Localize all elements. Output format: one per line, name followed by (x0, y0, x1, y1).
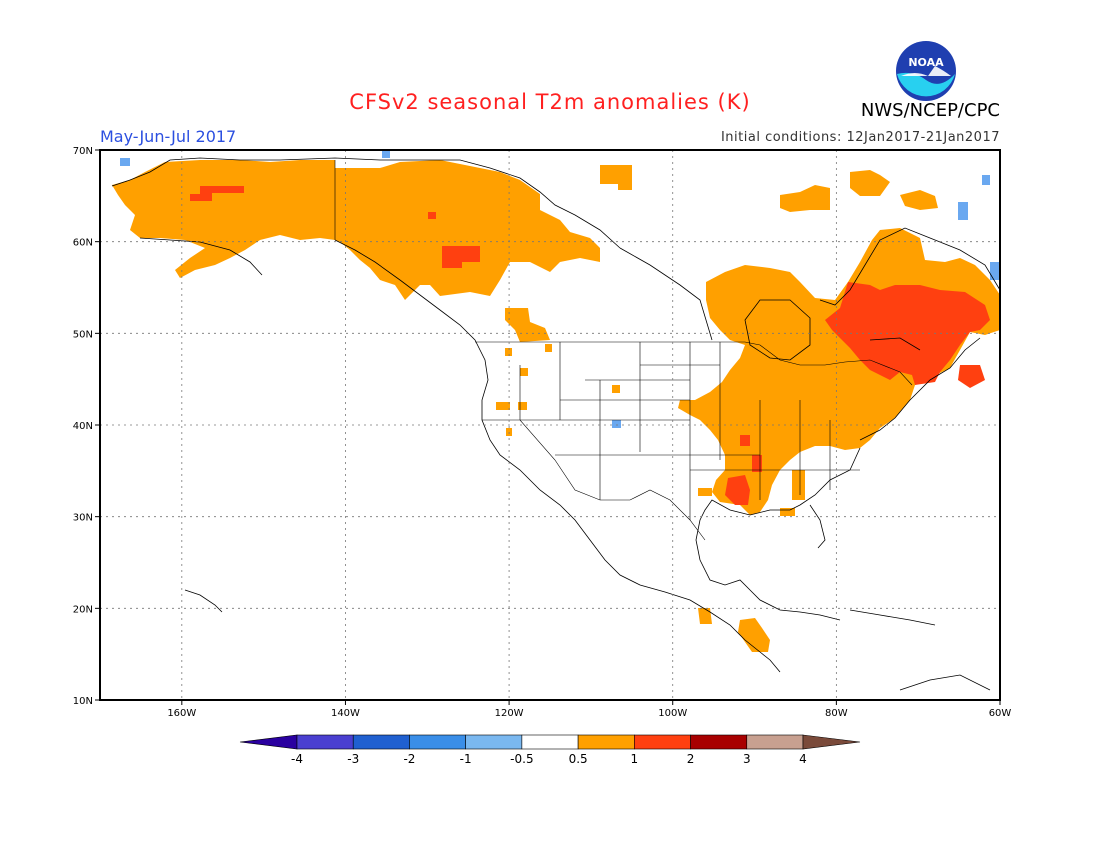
anomaly-region-bc-red (442, 246, 480, 268)
coastlines (111, 157, 1001, 691)
lon-tick-label: 100W (658, 708, 687, 719)
lat-tick-label: 10N (73, 696, 93, 707)
colorbar-label: 1 (631, 752, 639, 766)
anomaly-region-gulf-red (725, 475, 750, 505)
colorbar-label: -0.5 (510, 752, 533, 766)
colorbar-label: -3 (347, 752, 359, 766)
anomaly-region-yukon-red (428, 212, 436, 219)
forecast-period: May-Jun-Jul 2017 (100, 127, 237, 146)
axis-labels: 70N 60N 50N 40N 30N 20N 10N 160W 140W 120W 100W 80W… (73, 146, 1012, 719)
anomaly-region-maritimes-red (958, 365, 985, 388)
colorbar-box (521, 734, 579, 750)
colorbar-label: -2 (403, 752, 415, 766)
anomaly-region-central-america (738, 618, 770, 652)
anomaly-region-arctic-islands (600, 165, 632, 190)
colorbar-label: 4 (799, 752, 807, 766)
colorbar-box (746, 734, 804, 750)
anomaly-region-nw-canada (335, 160, 600, 300)
lon-tick-label: 60W (989, 708, 1012, 719)
lat-tick-label: 40N (73, 421, 93, 432)
lat-tick-label: 20N (73, 604, 93, 615)
colorbar: -4 -3 -2 -1 -0.5 0.5 1 2 3 4 (239, 734, 861, 766)
anomaly-region-alaska-red (190, 186, 244, 201)
colorbar-label: -1 (460, 752, 472, 766)
agency-label: NWS/NCEP/CPC (860, 100, 1000, 121)
anomaly-region-negative (612, 420, 621, 428)
colorbar-box (296, 734, 354, 750)
colorbar-label: 0.5 (569, 752, 588, 766)
chart-title: CFSv2 seasonal T2m anomalies (K) (349, 90, 751, 114)
anomaly-region-alaska (112, 160, 335, 278)
colorbar-label: -4 (291, 752, 303, 766)
lat-lon-grid (100, 150, 1000, 700)
colorbar-box (634, 734, 691, 750)
colorbar-box (465, 734, 523, 750)
lon-tick-label: 160W (167, 708, 196, 719)
lon-tick-label: 120W (495, 708, 524, 719)
lat-tick-label: 50N (73, 329, 93, 340)
initial-conditions: Initial conditions: 12Jan2017-21Jan2017 (720, 130, 1000, 145)
lat-tick-label: 30N (73, 513, 93, 524)
lat-tick-label: 70N (73, 146, 93, 157)
anomaly-region-quebec-red (825, 282, 990, 385)
lon-tick-label: 80W (825, 708, 848, 719)
noaa-logo: NOAA (896, 41, 956, 101)
anomaly-fields (112, 150, 1000, 652)
colorbar-high-arrow (802, 734, 861, 750)
colorbar-low-arrow (239, 734, 298, 750)
lat-tick-label: 60N (73, 238, 93, 249)
logo-text: NOAA (908, 56, 944, 69)
colorbar-box (690, 734, 748, 750)
political-borders (334, 160, 913, 541)
colorbar-box (352, 734, 410, 750)
colorbar-box (577, 734, 635, 750)
colorbar-label: 3 (743, 752, 751, 766)
lon-tick-label: 140W (331, 708, 360, 719)
colorbar-box (409, 734, 466, 750)
colorbar-label: 2 (687, 752, 695, 766)
